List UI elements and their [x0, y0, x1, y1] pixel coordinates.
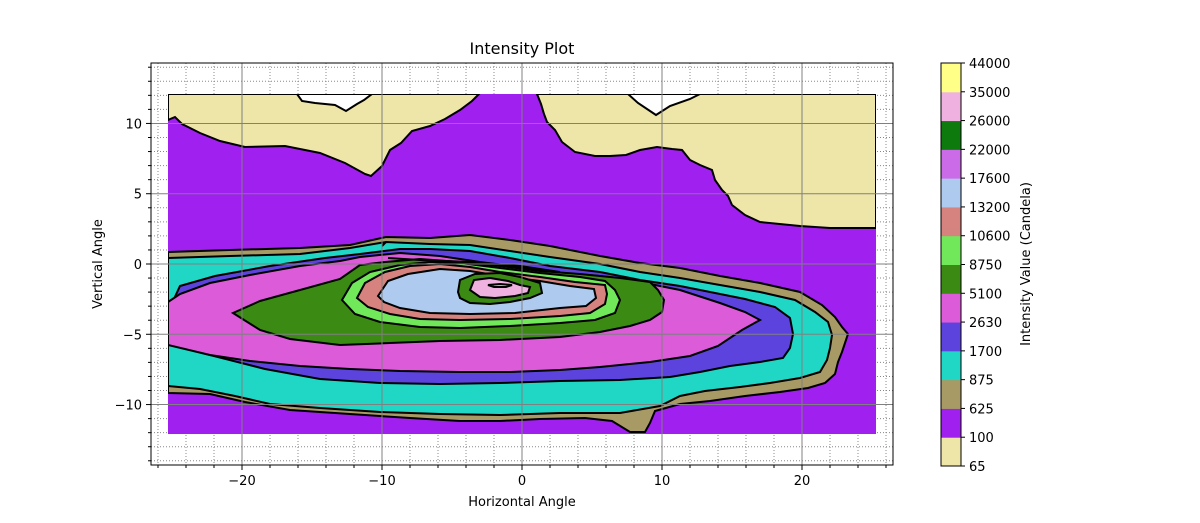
x-axis-label: Horizontal Angle [468, 495, 576, 510]
colorbar-label: Intensity Value (Candela) [1019, 182, 1034, 346]
colorbar-tick-label: 10600 [969, 230, 1010, 245]
colorbar-segment [941, 408, 961, 438]
contour-band-65-100-white-right [626, 94, 701, 117]
y-tick-label: 5 [134, 188, 142, 203]
y-tick-label: −5 [123, 328, 142, 343]
colorbar-segment [941, 264, 961, 294]
contour-band-26000-35000 [487, 282, 513, 288]
colorbar-segment [941, 120, 961, 150]
contour-line-extra [381, 241, 561, 273]
colorbar-tick-label: 65 [969, 460, 986, 475]
colorbar-tick-label: 100 [969, 431, 994, 446]
x-tick-label: 0 [518, 474, 526, 489]
x-tick-label: −20 [228, 474, 255, 489]
y-tick-label: 10 [125, 117, 142, 132]
contour-band-65-100-right [535, 94, 876, 229]
chart-title: Intensity Plot [470, 39, 575, 58]
colorbar-tick-label: 1700 [969, 345, 1002, 360]
colorbar-segment [941, 63, 961, 93]
colorbar-segment [941, 437, 961, 467]
colorbar-segment [941, 91, 961, 122]
colorbar-tick-label: 35000 [969, 86, 1010, 101]
colorbar-segment [941, 379, 961, 409]
colorbar-tick-label: 17600 [969, 172, 1010, 187]
colorbar: 65 100 625 875 1700 2630 5100 8750 10600 13200 176… [940, 57, 1010, 475]
colorbar-segment [941, 178, 961, 208]
y-tick-label: 0 [134, 258, 142, 273]
colorbar-segment [941, 149, 961, 179]
colorbar-segment [941, 322, 961, 352]
colorbar-tick-label: 22000 [969, 143, 1010, 158]
colorbar-tick-label: 875 [969, 374, 994, 389]
colorbar-segment [941, 293, 961, 323]
x-tick-label: 10 [654, 474, 671, 489]
x-tick-label: 20 [794, 474, 811, 489]
major-grid [151, 63, 893, 465]
colorbar-tick-label: 5100 [969, 287, 1002, 302]
axis-ticks: −20 −10 0 10 20 −10 −5 0 5 10 [115, 66, 887, 489]
colorbar-tick-label: 26000 [969, 115, 1010, 130]
colorbar-tick-label: 2630 [969, 316, 1002, 331]
colorbar-tick-label: 44000 [969, 57, 1010, 72]
contour-band-65-100-white-left [295, 94, 374, 113]
colorbar-segment [941, 350, 961, 381]
y-tick-label: −10 [115, 399, 142, 414]
colorbar-segment [941, 206, 961, 237]
contour-band-65-100-left [168, 94, 481, 178]
y-axis-label: Vertical Angle [91, 219, 106, 309]
x-tick-label: −10 [368, 474, 395, 489]
colorbar-tick-label: 13200 [969, 201, 1010, 216]
colorbar-segment [941, 235, 961, 265]
colorbar-tick-label: 8750 [969, 259, 1002, 274]
colorbar-tick-label: 625 [969, 402, 994, 417]
